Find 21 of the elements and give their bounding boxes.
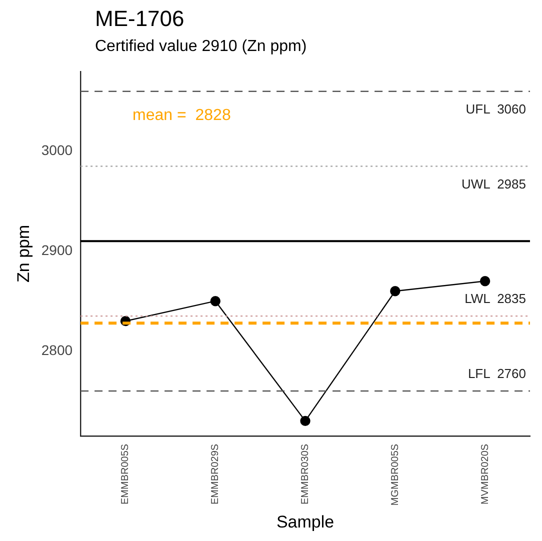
point (300, 416, 310, 426)
x-tick-label: MGMBR005S (390, 444, 401, 506)
x-axis-title: Sample (276, 512, 334, 532)
point (480, 276, 490, 286)
annotation: mean = 2828 (132, 106, 231, 124)
y-tick-label: 3000 (41, 142, 73, 158)
y-tick-label: 2800 (41, 342, 73, 358)
point (210, 296, 220, 306)
x-tick-label: EMMBR005S (120, 444, 132, 504)
ref-line-label: LWL 2835 (464, 291, 526, 306)
y-axis-title: Zn ppm (14, 224, 33, 282)
x-tick-label: EMMBR030S (300, 444, 312, 504)
ref-line-label: UFL 3060 (466, 101, 526, 116)
chart-title: ME-1706 (95, 6, 184, 32)
point (390, 286, 400, 296)
x-tick-label: EMMBR029S (210, 444, 222, 504)
ref-line-label: LFL 2760 (468, 366, 526, 382)
chart-subtitle: Certified value 2910 (Zn ppm) (95, 38, 307, 56)
x-tick-label: MVMBR020S (480, 444, 491, 504)
ref-line-label: UWL 2985 (461, 176, 526, 192)
y-tick-label: 2900 (41, 242, 73, 258)
